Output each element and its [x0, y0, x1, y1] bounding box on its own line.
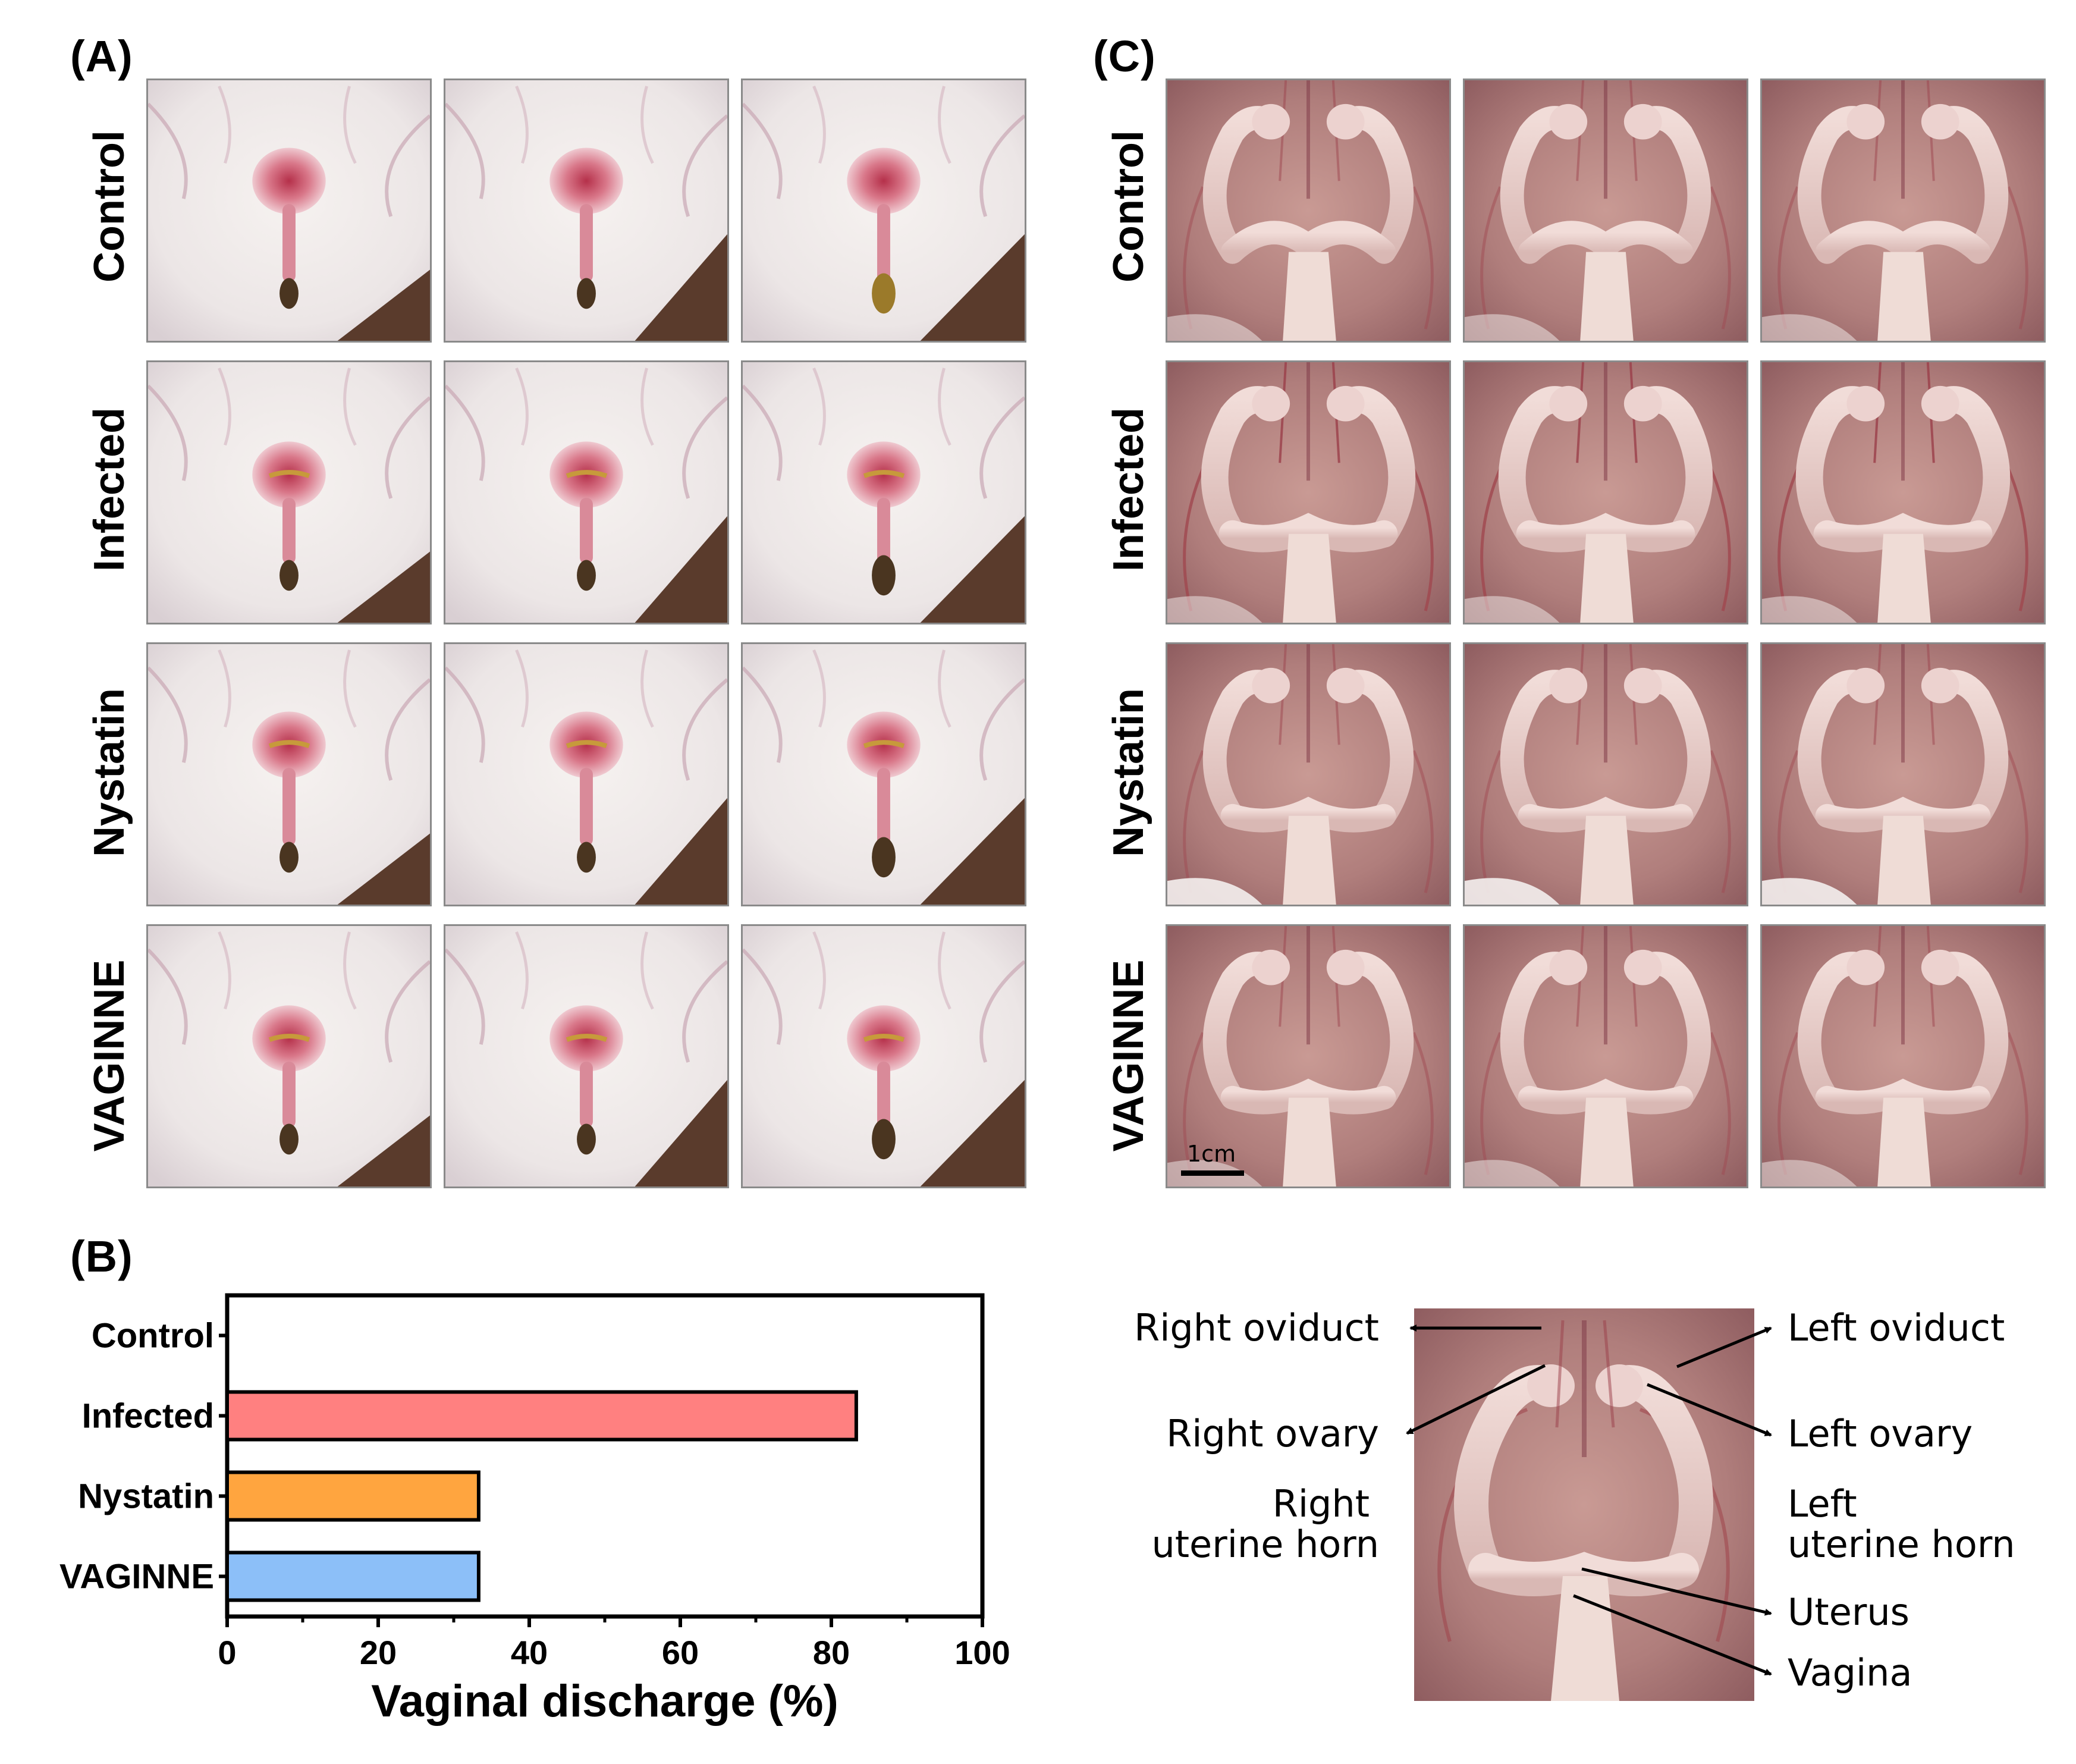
label-left-uterine-horn-2: uterine horn: [1788, 1523, 2015, 1566]
external-photo-nystatin-3: [741, 642, 1026, 906]
row-label-vaginne-a: VAGINNE: [86, 959, 133, 1152]
tract-photo-control-2: [1463, 79, 1748, 343]
external-photo-control-1: [146, 79, 432, 343]
xtick-label-100: 100: [954, 1634, 1010, 1671]
tract-photo-infected-1: [1166, 360, 1451, 624]
row-label-vaginne-c: VAGINNE: [1105, 959, 1152, 1152]
row-label-nystatin-a: Nystatin: [86, 688, 133, 858]
label-left-oviduct: Left oviduct: [1788, 1306, 2005, 1349]
label-uterus: Uterus: [1788, 1590, 1909, 1634]
row-label-nystatin-c: Nystatin: [1105, 688, 1152, 858]
tract-photo-control-1: [1166, 79, 1451, 343]
row-label-infected-a: Infected: [86, 407, 133, 572]
category-label-infected: Infected: [82, 1397, 214, 1436]
panel-label-c: (C): [1093, 32, 1156, 81]
xtick-label-60: 60: [662, 1634, 699, 1671]
external-photo-infected-1: [146, 360, 432, 624]
vaginal-discharge-bar-chart: Control Infected Nystatin VAGINNE 0 20 40 60 80 1…: [59, 1293, 1010, 1727]
category-label-vaginne: VAGINNE: [59, 1558, 214, 1596]
external-photo-nystatin-1: [146, 642, 432, 906]
scale-bar: [1181, 1170, 1244, 1176]
tract-photo-vaginne-2: [1463, 924, 1748, 1188]
label-right-uterine-horn-1: Right: [1272, 1482, 1370, 1526]
xtick-label-40: 40: [511, 1634, 548, 1671]
panel-label-a: (A): [70, 32, 133, 81]
tract-photo-infected-3: [1760, 360, 2046, 624]
external-photo-vaginne-1: [146, 924, 432, 1188]
scale-bar-label: 1cm: [1187, 1141, 1236, 1167]
bar-nystatin: [225, 1470, 480, 1522]
external-photo-vaginne-3: [741, 924, 1026, 1188]
external-photo-infected-3: [741, 360, 1026, 624]
external-photo-infected-2: [444, 360, 729, 624]
tract-photo-nystatin-3: [1760, 642, 2046, 906]
row-label-infected-c: Infected: [1105, 407, 1152, 572]
tract-photo-nystatin-1: [1166, 642, 1451, 906]
bar-vaginne: [225, 1550, 480, 1602]
row-label-control-c: Control: [1105, 130, 1152, 283]
label-right-ovary: Right ovary: [1166, 1412, 1379, 1455]
label-left-ovary: Left ovary: [1788, 1412, 1973, 1455]
external-photo-control-2: [444, 79, 729, 343]
label-right-uterine-horn-2: uterine horn: [1151, 1523, 1379, 1566]
external-photo-control-3: [741, 79, 1026, 343]
external-photo-nystatin-2: [444, 642, 729, 906]
category-label-nystatin: Nystatin: [78, 1477, 214, 1516]
panel-label-b: (B): [70, 1232, 133, 1281]
label-right-oviduct: Right oviduct: [1134, 1306, 1379, 1349]
bar-infected: [225, 1390, 858, 1442]
external-photo-vaginne-2: [444, 924, 729, 1188]
tract-photo-vaginne-3: [1760, 924, 2046, 1188]
tract-photo-infected-2: [1463, 360, 1748, 624]
xtick-label-20: 20: [360, 1634, 397, 1671]
tract-photo-control-3: [1760, 79, 2046, 343]
xtick-label-80: 80: [813, 1634, 850, 1671]
label-vagina: Vagina: [1788, 1651, 1912, 1694]
xtick-label-0: 0: [218, 1634, 236, 1671]
tract-photo-vaginne-1: [1166, 924, 1451, 1188]
tract-photo-nystatin-2: [1463, 642, 1748, 906]
anatomy-reference-photo: [1414, 1308, 1754, 1701]
label-left-uterine-horn-1: Left: [1788, 1482, 1857, 1526]
row-label-control-a: Control: [86, 130, 133, 283]
x-axis-label: Vaginal discharge (%): [371, 1676, 838, 1727]
category-label-control: Control: [92, 1317, 214, 1355]
